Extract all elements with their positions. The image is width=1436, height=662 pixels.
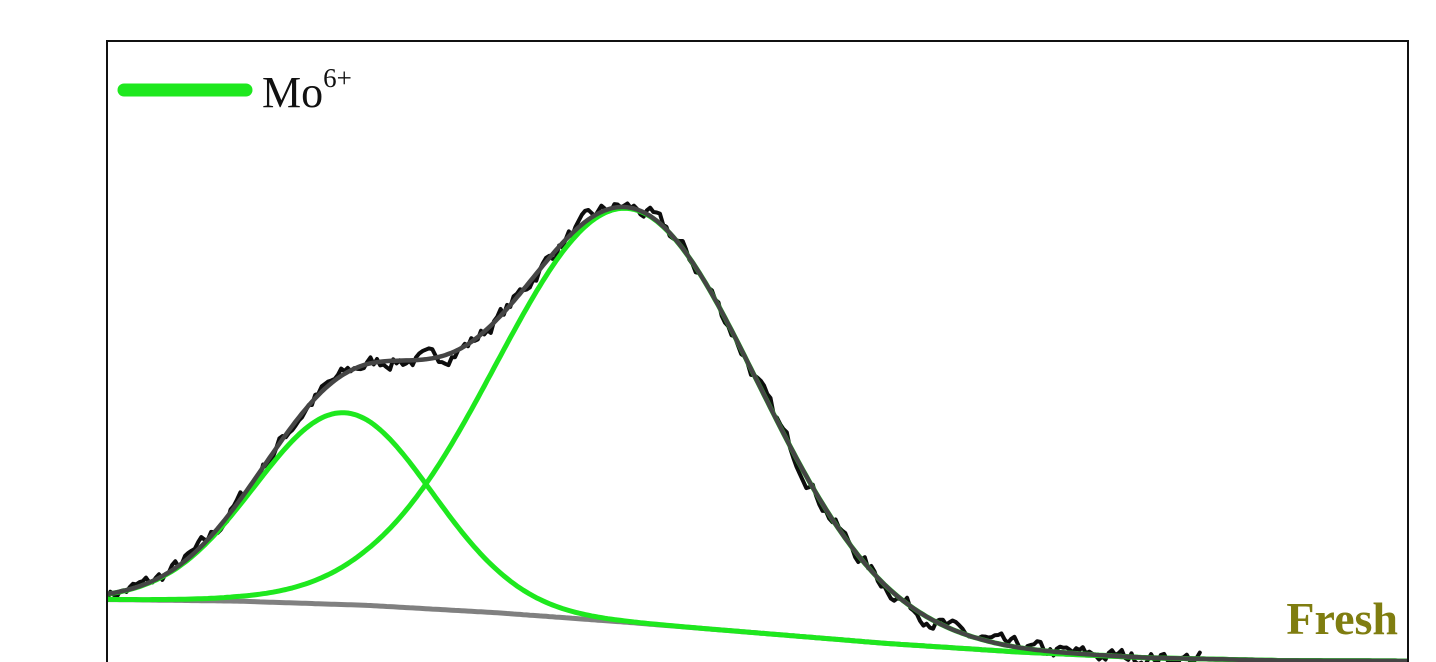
peak-1-fit-line: [108, 410, 1407, 662]
series-layer: [108, 201, 1407, 662]
legend: Mo6+: [117, 63, 352, 117]
envelope-fit-line: [108, 204, 1407, 662]
legend-label-superscript: 6+: [323, 63, 352, 93]
legend-label-mo6: Mo6+: [262, 63, 352, 117]
legend-label-base: Mo: [262, 68, 323, 117]
plot-frame: [106, 40, 1409, 662]
sample-label-fresh: Fresh: [1286, 593, 1398, 644]
baseline-line: [108, 597, 1407, 662]
